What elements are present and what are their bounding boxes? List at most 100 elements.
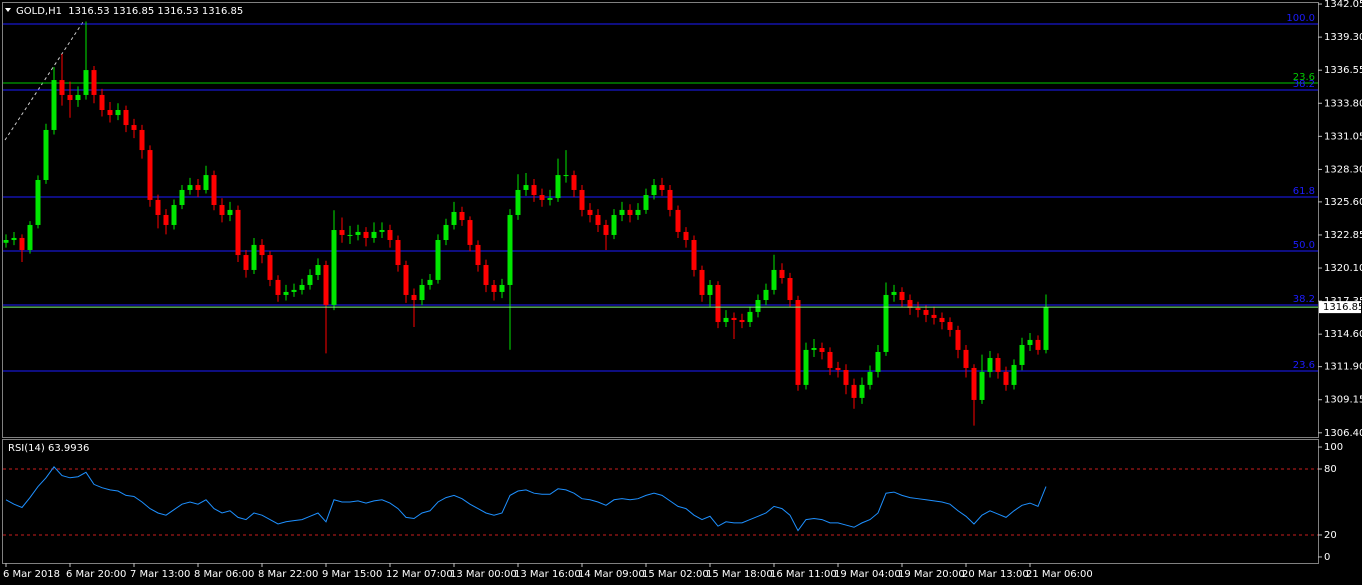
- candle-body: [1011, 364, 1017, 385]
- candle-body: [419, 284, 425, 301]
- candle-body: [699, 269, 705, 295]
- candle-body: [155, 199, 161, 215]
- candle-body: [195, 185, 201, 190]
- candle-body: [171, 205, 177, 225]
- y-tick-label: 1339.30: [1324, 32, 1362, 43]
- candle-body: [987, 357, 993, 372]
- candle-body: [1043, 307, 1049, 350]
- candle-body: [587, 209, 593, 215]
- candle-body: [323, 265, 329, 305]
- candle-body: [803, 349, 809, 385]
- candle-body: [131, 125, 137, 130]
- x-tick-label: 8 Mar 06:00: [194, 569, 254, 580]
- candle-body: [867, 371, 873, 385]
- candle-body: [251, 244, 257, 270]
- y-tick-label: 80: [1324, 464, 1337, 475]
- candle-body: [339, 230, 345, 235]
- candle-body: [179, 189, 185, 206]
- candle-body: [931, 314, 937, 318]
- candle-body: [59, 80, 65, 95]
- x-tick-label: 19 Mar 04:00: [834, 569, 901, 580]
- candle-body: [507, 214, 513, 285]
- rsi-panel-frame: [2, 439, 1319, 564]
- candle-body: [11, 237, 17, 241]
- candle-body: [91, 70, 97, 95]
- symbol-menu-arrow[interactable]: [5, 8, 11, 12]
- candle-body: [99, 94, 105, 110]
- fibo-level-label: 38.2: [1293, 79, 1315, 90]
- candle-body: [691, 240, 697, 270]
- candle-body: [227, 209, 233, 215]
- candle-body: [835, 367, 841, 371]
- candle-body: [851, 384, 857, 398]
- candle-body: [123, 109, 129, 126]
- y-tick-label: 20: [1324, 530, 1337, 541]
- candle-body: [203, 175, 209, 190]
- candle-body: [667, 189, 673, 210]
- candle-body: [3, 240, 9, 243]
- candle-body: [363, 231, 369, 238]
- candle-body: [763, 289, 769, 301]
- candle-body: [539, 195, 545, 200]
- candle-body: [715, 284, 721, 323]
- candle-body: [115, 109, 121, 116]
- x-tick-label: 13 Mar 00:00: [450, 569, 517, 580]
- x-tick-label: 13 Mar 16:00: [514, 569, 581, 580]
- candle-body: [147, 150, 153, 200]
- candle-body: [723, 317, 729, 323]
- candle-body: [883, 294, 889, 352]
- fibo-level-label: 100.0: [1286, 13, 1315, 24]
- candle-body: [467, 220, 473, 245]
- fibo-level-label: 23.6: [1293, 360, 1315, 371]
- candle-body: [523, 185, 529, 190]
- fibo-level-label: 38.2: [1293, 294, 1315, 305]
- y-tick-label: 0: [1324, 552, 1330, 563]
- candle-body: [571, 175, 577, 190]
- y-tick-label: 1328.30: [1324, 164, 1362, 175]
- current-price: 1316.85: [1323, 302, 1362, 313]
- candle-body: [1019, 344, 1025, 365]
- x-tick-label: 15 Mar 02:00: [642, 569, 709, 580]
- candle-body: [971, 367, 977, 400]
- x-tick-label: 16 Mar 11:00: [770, 569, 837, 580]
- candle-body: [979, 371, 985, 400]
- candle-body: [555, 175, 561, 199]
- candle-body: [675, 209, 681, 232]
- candle-body: [595, 214, 601, 225]
- y-tick-label: 1311.90: [1324, 362, 1362, 373]
- candle-body: [483, 265, 489, 285]
- candle-body: [603, 224, 609, 235]
- candle-body: [995, 357, 1001, 372]
- candle-body: [163, 214, 169, 225]
- x-tick-label: 21 Mar 06:00: [1026, 569, 1093, 580]
- candle-body: [139, 129, 145, 151]
- fibo-level-label: 50.0: [1293, 240, 1315, 251]
- candle-body: [963, 349, 969, 368]
- candle-body: [19, 237, 25, 250]
- y-tick-label: 1314.60: [1324, 329, 1362, 340]
- price-panel-frame: [2, 2, 1319, 438]
- candle-body: [915, 307, 921, 310]
- candle-body: [619, 209, 625, 215]
- candle-body: [787, 278, 793, 301]
- candle-body: [267, 255, 273, 280]
- candle-body: [187, 185, 193, 190]
- y-tick-label: 1336.55: [1324, 65, 1362, 76]
- candle-body: [1035, 339, 1041, 350]
- candle-body: [83, 70, 89, 95]
- candle-body: [355, 231, 361, 235]
- candle-body: [563, 175, 569, 177]
- candle-body: [347, 234, 353, 236]
- y-tick-label: 1331.05: [1324, 131, 1362, 142]
- rsi-title: RSI(14) 63.9936: [8, 443, 89, 454]
- candle-body: [67, 94, 73, 101]
- candle-body: [531, 185, 537, 196]
- candle-body: [235, 209, 241, 256]
- candle-body: [755, 300, 761, 312]
- candle-body: [827, 351, 833, 368]
- y-tick-label: 1325.60: [1324, 197, 1362, 208]
- x-tick-label: 14 Mar 09:00: [578, 569, 645, 580]
- candle-body: [459, 211, 465, 221]
